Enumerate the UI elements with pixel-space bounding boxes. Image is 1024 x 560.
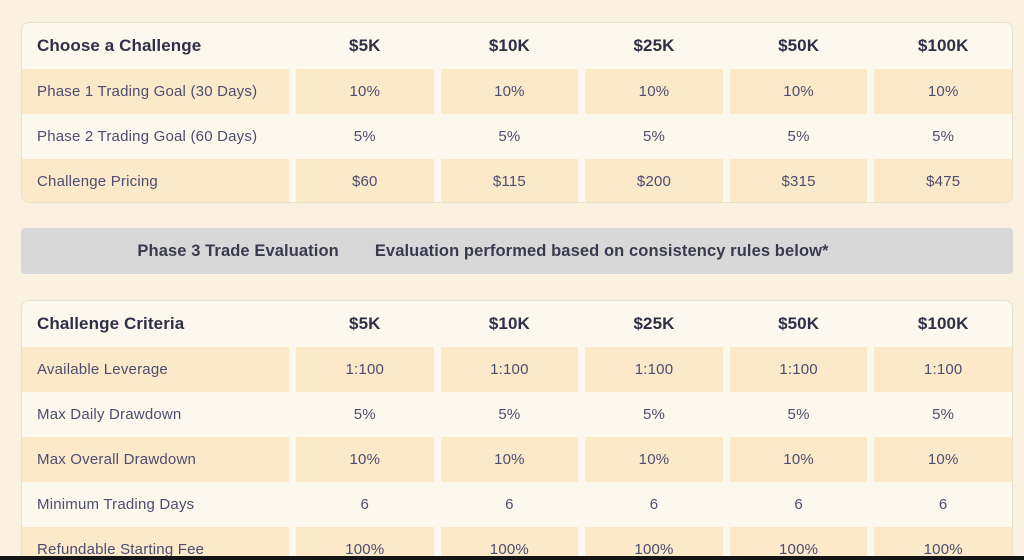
banner-title: Phase 3 Trade Evaluation xyxy=(137,241,339,260)
table-row-refundable-starting-fee: Refundable Starting Fee 100% 100% 100% 1… xyxy=(22,527,1012,560)
column-header-50k: $50K xyxy=(778,314,820,333)
pricing-table-header-row: Choose a Challenge $5K $10K $25K $50K $1… xyxy=(22,23,1012,69)
cell-value: 5% xyxy=(932,128,955,145)
cell-value: $315 xyxy=(729,159,868,202)
table-row-max-daily-drawdown: Max Daily Drawdown 5% 5% 5% 5% 5% xyxy=(22,392,1012,437)
row-label: Max Overall Drawdown xyxy=(22,437,289,482)
cell-value: 10% xyxy=(440,437,579,482)
cell-value: 1:100 xyxy=(296,347,434,392)
table-row-max-overall-drawdown: Max Overall Drawdown 10% 10% 10% 10% 10% xyxy=(22,437,1012,482)
row-label: Minimum Trading Days xyxy=(37,496,195,513)
cell-value: 6 xyxy=(938,496,948,513)
row-label: Challenge Pricing xyxy=(22,159,289,202)
criteria-table: Challenge Criteria $5K $10K $25K $50K $1… xyxy=(21,300,1013,560)
row-label: Max Daily Drawdown xyxy=(37,406,182,423)
pricing-table-title: Choose a Challenge xyxy=(37,36,202,55)
cell-value: 5% xyxy=(642,406,666,423)
cell-value: 10% xyxy=(585,437,723,482)
cell-value: 5% xyxy=(353,406,376,423)
column-header-10k: $10K xyxy=(488,314,530,333)
table-row-challenge-pricing: Challenge Pricing $60 $115 $200 $315 $47… xyxy=(22,159,1012,202)
table-row-available-leverage: Available Leverage 1:100 1:100 1:100 1:1… xyxy=(22,347,1012,392)
cell-value: 1:100 xyxy=(440,347,579,392)
cell-value: 5% xyxy=(642,128,666,145)
cell-value: 6 xyxy=(505,496,514,513)
pricing-table: Choose a Challenge $5K $10K $25K $50K $1… xyxy=(21,22,1013,203)
table-row-phase2-goal: Phase 2 Trading Goal (60 Days) 5% 5% 5% … xyxy=(22,114,1012,159)
cell-value: 6 xyxy=(649,496,659,513)
cell-value: 5% xyxy=(498,128,521,145)
cell-value: 5% xyxy=(932,406,955,423)
cell-value: 10% xyxy=(585,69,723,114)
cell-value: 10% xyxy=(874,437,1012,482)
column-header-10k: $10K xyxy=(488,36,530,55)
cell-value: 1:100 xyxy=(585,347,723,392)
cell-value: 1:100 xyxy=(729,347,868,392)
cell-value: 10% xyxy=(729,437,868,482)
cell-value: 6 xyxy=(360,496,370,513)
cell-value: $115 xyxy=(440,159,579,202)
cell-value: 1:100 xyxy=(874,347,1012,392)
banner-subtitle: Evaluation performed based on consistenc… xyxy=(374,241,829,260)
row-label: Refundable Starting Fee xyxy=(22,527,289,560)
cell-value: 100% xyxy=(440,527,579,560)
cell-value: 100% xyxy=(585,527,723,560)
column-header-100k: $100K xyxy=(917,36,969,55)
cell-value: $60 xyxy=(296,159,434,202)
criteria-table-title: Challenge Criteria xyxy=(37,314,185,333)
row-label: Available Leverage xyxy=(22,347,289,392)
cell-value: 10% xyxy=(440,69,579,114)
column-header-5k: $5K xyxy=(349,36,381,55)
cell-value: 10% xyxy=(296,437,434,482)
column-header-100k: $100K xyxy=(917,314,969,333)
cell-value: 10% xyxy=(729,69,868,114)
column-header-25k: $25K xyxy=(633,314,675,333)
phase3-evaluation-banner: Phase 3 Trade Evaluation Evaluation perf… xyxy=(21,228,1013,274)
cell-value: $475 xyxy=(874,159,1012,202)
viewport-bottom-edge-bar xyxy=(0,556,1024,560)
cell-value: 5% xyxy=(498,406,521,423)
cell-value: 100% xyxy=(874,527,1012,560)
cell-value: 6 xyxy=(794,496,803,513)
cell-value: $200 xyxy=(585,159,723,202)
row-label: Phase 1 Trading Goal (30 Days) xyxy=(22,69,289,114)
cell-value: 100% xyxy=(296,527,434,560)
table-row-minimum-trading-days: Minimum Trading Days 6 6 6 6 6 xyxy=(22,482,1012,527)
column-header-25k: $25K xyxy=(633,36,675,55)
column-header-50k: $50K xyxy=(778,36,820,55)
criteria-table-header-row: Challenge Criteria $5K $10K $25K $50K $1… xyxy=(22,301,1012,347)
cell-value: 5% xyxy=(353,128,376,145)
column-header-5k: $5K xyxy=(349,314,381,333)
table-row-phase1-goal: Phase 1 Trading Goal (30 Days) 10% 10% 1… xyxy=(22,69,1012,114)
cell-value: 100% xyxy=(729,527,868,560)
cell-value: 10% xyxy=(874,69,1012,114)
cell-value: 5% xyxy=(787,406,810,423)
row-label: Phase 2 Trading Goal (60 Days) xyxy=(37,128,258,145)
cell-value: 5% xyxy=(787,128,810,145)
cell-value: 10% xyxy=(296,69,434,114)
